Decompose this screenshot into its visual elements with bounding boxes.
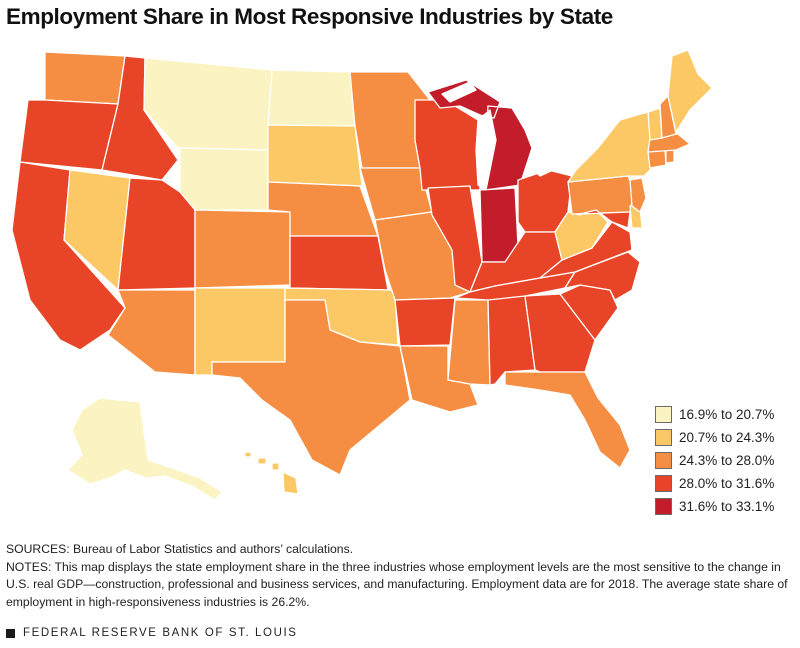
legend-label: 31.6% to 33.1% <box>679 499 775 514</box>
state-wisconsin[interactable] <box>414 99 481 191</box>
state-washington[interactable] <box>44 51 126 105</box>
legend-item: 24.3% to 28.0% <box>655 449 797 472</box>
legend-label: 16.9% to 20.7% <box>679 407 775 422</box>
sources-text: SOURCES: Bureau of Labor Statistics and … <box>6 542 354 556</box>
legend-swatch <box>655 498 672 515</box>
state-montana[interactable] <box>143 57 273 151</box>
state-wyoming[interactable] <box>179 147 269 211</box>
state-new-jersey[interactable] <box>629 177 647 213</box>
state-louisiana[interactable] <box>399 345 479 413</box>
notes-text: NOTES: This map displays the state emplo… <box>6 559 788 609</box>
notes-block: SOURCES: Bureau of Labor Statistics and … <box>6 541 796 611</box>
legend-swatch <box>655 452 672 469</box>
legend-item: 28.0% to 31.6% <box>655 472 797 495</box>
state-maryland[interactable] <box>579 209 631 229</box>
state-mississippi[interactable] <box>447 299 491 386</box>
state-colorado[interactable] <box>194 209 291 289</box>
footer-text: FEDERAL RESERVE BANK OF ST. LOUIS <box>23 627 298 639</box>
state-north-dakota[interactable] <box>267 69 356 127</box>
state-new-hampshire[interactable] <box>659 95 677 139</box>
legend-label: 24.3% to 28.0% <box>679 453 775 468</box>
map-legend: 16.9% to 20.7% 20.7% to 24.3% 24.3% to 2… <box>655 403 797 518</box>
state-pennsylvania[interactable] <box>567 175 635 215</box>
state-maine[interactable] <box>667 49 713 133</box>
state-florida[interactable] <box>504 371 631 469</box>
us-choropleth-map <box>11 49 713 501</box>
legend-swatch <box>655 429 672 446</box>
state-texas[interactable] <box>211 299 411 476</box>
legend-item: 16.9% to 20.7% <box>655 403 797 426</box>
legend-label: 28.0% to 31.6% <box>679 476 775 491</box>
legend-item: 20.7% to 24.3% <box>655 426 797 449</box>
chart-title: Employment Share in Most Responsive Indu… <box>6 4 613 29</box>
state-west-virginia[interactable] <box>554 209 609 261</box>
legend-label: 20.7% to 24.3% <box>679 430 775 445</box>
footer: FEDERAL RESERVE BANK OF ST. LOUIS <box>6 627 298 639</box>
state-connecticut[interactable] <box>647 149 667 169</box>
legend-item: 31.6% to 33.1% <box>655 495 797 518</box>
state-arkansas[interactable] <box>394 297 456 347</box>
state-rhode-island[interactable] <box>665 149 675 164</box>
state-south-dakota[interactable] <box>267 124 363 187</box>
state-oregon[interactable] <box>19 99 119 171</box>
state-hawaii[interactable] <box>244 451 299 495</box>
lake-michigan <box>475 109 497 191</box>
state-alaska[interactable] <box>67 397 223 501</box>
legend-swatch <box>655 475 672 492</box>
state-new-york[interactable] <box>567 111 661 183</box>
state-kansas[interactable] <box>289 235 389 291</box>
square-bullet-icon <box>6 628 15 638</box>
state-illinois[interactable] <box>427 185 483 293</box>
lake-erie <box>531 159 563 177</box>
lake-superior <box>441 81 477 103</box>
legend-swatch <box>655 406 672 423</box>
